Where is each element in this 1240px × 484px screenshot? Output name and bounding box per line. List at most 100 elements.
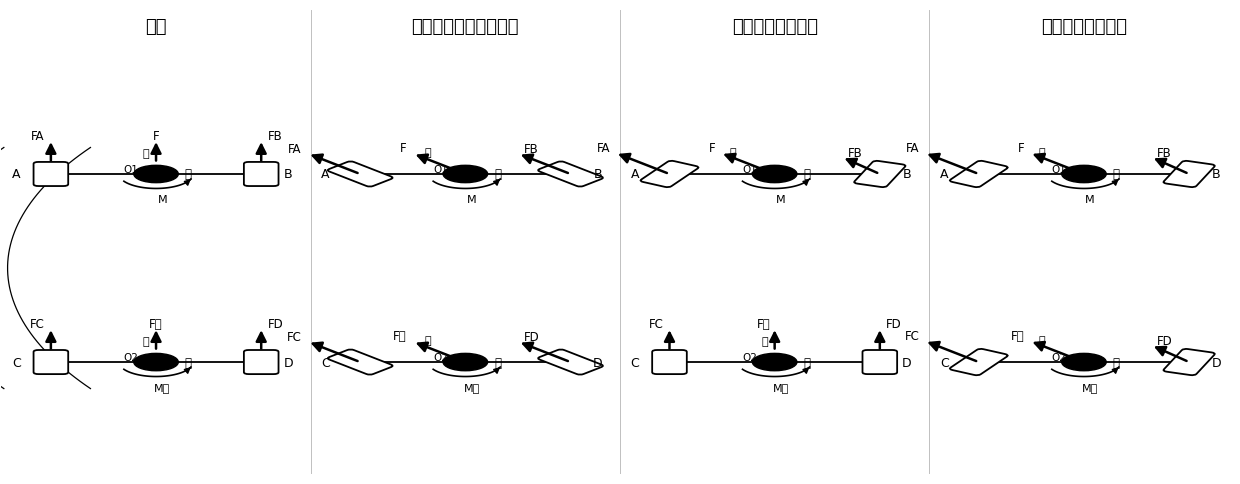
Text: F后: F后 xyxy=(1011,329,1024,342)
Text: FC: FC xyxy=(649,318,663,330)
Circle shape xyxy=(443,166,487,183)
Text: FD: FD xyxy=(268,318,283,330)
Text: B: B xyxy=(594,168,603,181)
Circle shape xyxy=(134,354,179,371)
Text: A: A xyxy=(321,168,330,181)
FancyBboxPatch shape xyxy=(33,350,68,374)
Text: FA: FA xyxy=(596,141,610,154)
Text: O1: O1 xyxy=(433,165,448,175)
Text: FC: FC xyxy=(286,331,301,344)
Text: B: B xyxy=(284,168,293,181)
Text: FA: FA xyxy=(906,141,920,154)
Text: FD: FD xyxy=(887,318,901,330)
Text: FB: FB xyxy=(268,130,283,143)
FancyBboxPatch shape xyxy=(538,350,603,375)
Text: M: M xyxy=(1085,195,1095,205)
Text: M: M xyxy=(776,195,786,205)
Circle shape xyxy=(443,354,487,371)
Text: 直行: 直行 xyxy=(145,18,167,36)
FancyBboxPatch shape xyxy=(652,350,687,374)
Text: O2: O2 xyxy=(1052,352,1066,363)
Text: F后: F后 xyxy=(758,318,771,330)
Text: 前: 前 xyxy=(143,337,150,347)
Text: 前: 前 xyxy=(1039,335,1045,345)
Text: 前: 前 xyxy=(1112,168,1120,181)
Text: O1: O1 xyxy=(1052,165,1066,175)
Text: 前: 前 xyxy=(185,168,192,181)
Text: C: C xyxy=(12,356,21,369)
Text: FB: FB xyxy=(848,147,863,159)
Text: C: C xyxy=(321,356,330,369)
Text: 后: 后 xyxy=(804,356,810,369)
Text: M: M xyxy=(466,195,476,205)
Text: 前: 前 xyxy=(424,148,432,158)
Circle shape xyxy=(753,354,797,371)
Text: M后: M后 xyxy=(1083,382,1099,393)
Text: A: A xyxy=(12,168,21,181)
Text: M后: M后 xyxy=(464,382,480,393)
Text: 前: 前 xyxy=(494,168,501,181)
Text: A: A xyxy=(940,168,949,181)
Text: 前: 前 xyxy=(143,149,150,159)
FancyBboxPatch shape xyxy=(327,350,393,375)
Text: F: F xyxy=(1018,141,1024,154)
Text: A: A xyxy=(631,168,639,181)
Text: O1: O1 xyxy=(743,165,758,175)
Text: 前: 前 xyxy=(761,337,768,347)
Text: O2: O2 xyxy=(124,352,139,363)
Text: 前: 前 xyxy=(729,148,737,158)
Text: B: B xyxy=(903,168,911,181)
Text: 以一角度向斜前方滑行: 以一角度向斜前方滑行 xyxy=(412,18,520,36)
Text: O1: O1 xyxy=(124,165,139,175)
Circle shape xyxy=(134,166,179,183)
Text: FA: FA xyxy=(31,130,45,143)
Text: O2: O2 xyxy=(433,352,448,363)
Text: 四轮转向向左转向: 四轮转向向左转向 xyxy=(1040,18,1127,36)
Text: FC: FC xyxy=(30,318,45,330)
Text: 后: 后 xyxy=(1112,356,1120,369)
FancyBboxPatch shape xyxy=(244,350,279,374)
Text: FA: FA xyxy=(288,143,301,156)
FancyBboxPatch shape xyxy=(244,163,279,187)
Circle shape xyxy=(1061,354,1106,371)
FancyBboxPatch shape xyxy=(33,163,68,187)
Text: D: D xyxy=(903,356,911,369)
Text: FD: FD xyxy=(1157,334,1173,347)
FancyBboxPatch shape xyxy=(1163,162,1215,188)
Text: M后: M后 xyxy=(154,382,170,393)
Text: O2: O2 xyxy=(743,352,758,363)
Text: B: B xyxy=(1211,168,1220,181)
Text: 前: 前 xyxy=(424,335,432,346)
Text: M后: M后 xyxy=(773,382,789,393)
Text: 后: 后 xyxy=(494,356,501,369)
Text: D: D xyxy=(593,356,603,369)
FancyBboxPatch shape xyxy=(950,349,1008,376)
FancyBboxPatch shape xyxy=(327,162,393,187)
Text: F后: F后 xyxy=(149,318,162,330)
Text: D: D xyxy=(1211,356,1221,369)
Text: 后: 后 xyxy=(185,356,192,369)
Text: FC: FC xyxy=(905,329,920,342)
Text: FD: FD xyxy=(525,331,539,344)
Text: FB: FB xyxy=(525,143,539,156)
Text: F: F xyxy=(401,142,407,155)
Text: M: M xyxy=(157,195,167,205)
FancyBboxPatch shape xyxy=(1163,349,1215,376)
Text: FB: FB xyxy=(1157,147,1172,159)
Text: F: F xyxy=(153,130,160,143)
Circle shape xyxy=(1061,166,1106,183)
FancyBboxPatch shape xyxy=(863,350,897,374)
Circle shape xyxy=(753,166,797,183)
Text: 前轮转向向左转向: 前轮转向向左转向 xyxy=(732,18,817,36)
FancyBboxPatch shape xyxy=(538,162,603,187)
Text: F: F xyxy=(709,141,715,154)
FancyBboxPatch shape xyxy=(641,162,698,188)
Text: C: C xyxy=(630,356,640,369)
Text: D: D xyxy=(284,356,293,369)
Text: C: C xyxy=(940,356,949,369)
FancyBboxPatch shape xyxy=(950,162,1008,188)
Text: 前: 前 xyxy=(1039,148,1045,158)
Text: 前: 前 xyxy=(804,168,810,181)
FancyBboxPatch shape xyxy=(854,162,905,188)
Text: F后: F后 xyxy=(393,330,407,343)
